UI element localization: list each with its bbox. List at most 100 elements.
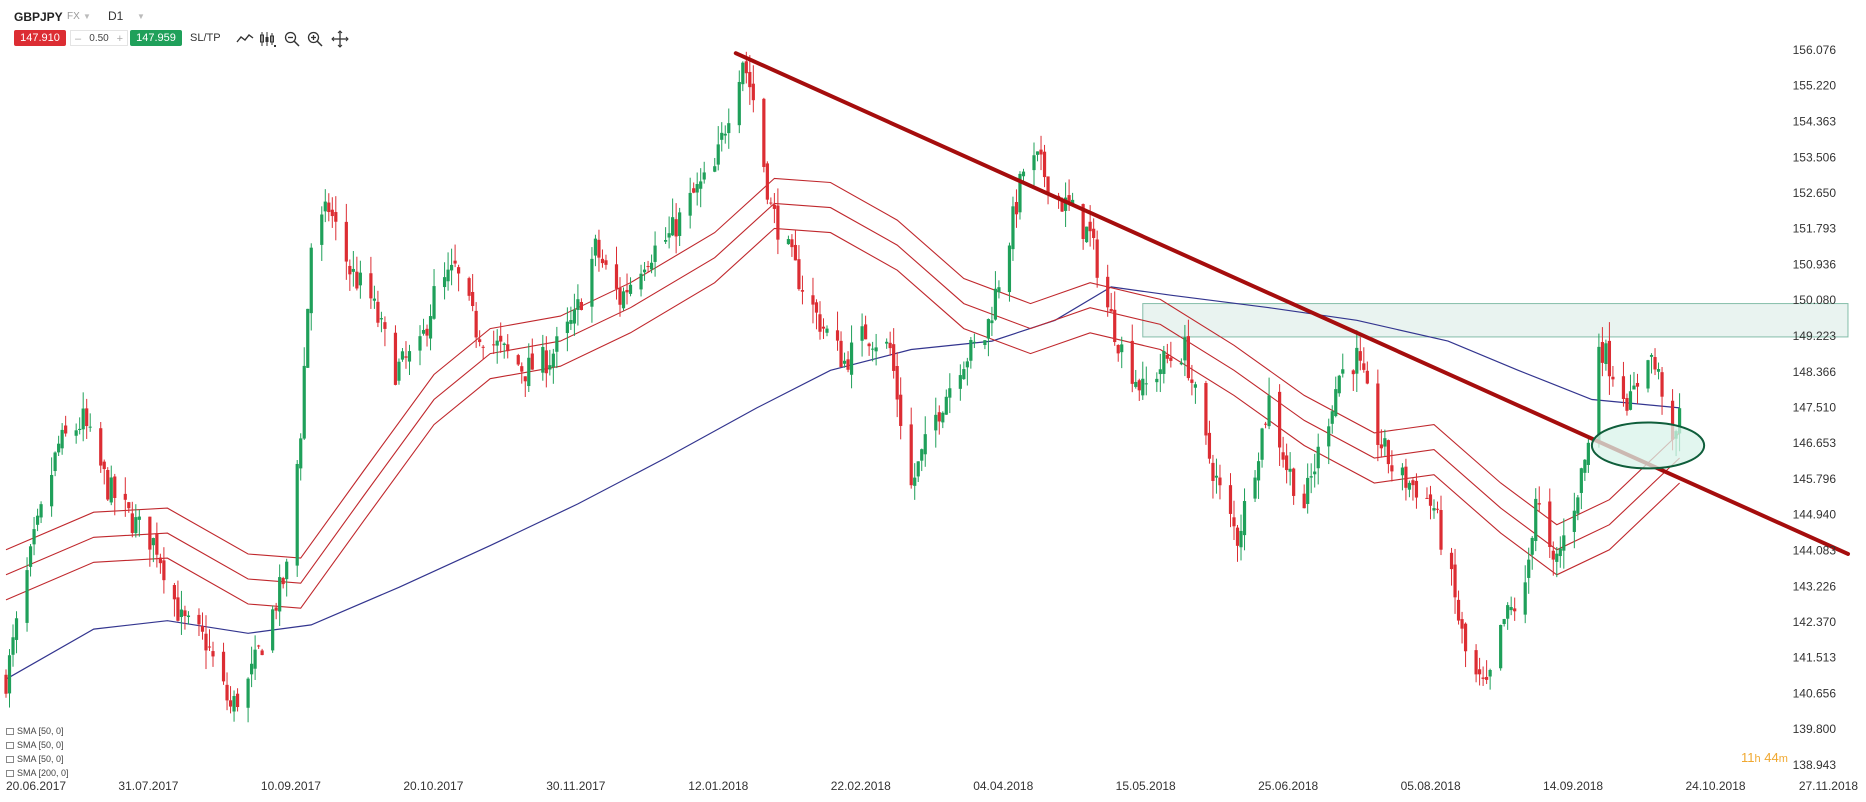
highlight-ellipse[interactable] — [1590, 421, 1706, 470]
candle-body[interactable] — [1313, 471, 1317, 475]
candle-body[interactable] — [1656, 369, 1661, 372]
candle-body[interactable] — [934, 414, 938, 431]
candle-body[interactable] — [162, 560, 166, 581]
zoom-in-icon[interactable] — [306, 30, 324, 48]
candle-body[interactable] — [1481, 677, 1485, 679]
candle-body[interactable] — [1071, 199, 1075, 206]
candle-body[interactable] — [744, 61, 748, 74]
candle-body[interactable] — [1677, 408, 1682, 434]
candle-body[interactable] — [962, 369, 966, 380]
candle-body[interactable] — [1183, 337, 1187, 361]
candle-body[interactable] — [1555, 553, 1559, 562]
candle-body[interactable] — [418, 336, 422, 351]
candle-body[interactable] — [1327, 426, 1331, 447]
candle-body[interactable] — [1021, 171, 1026, 177]
candle-body[interactable] — [1502, 619, 1506, 624]
candle-body[interactable] — [993, 288, 998, 320]
candle-body[interactable] — [751, 83, 755, 101]
candle-body[interactable] — [99, 428, 103, 466]
candle-body[interactable] — [506, 344, 510, 352]
candle-body[interactable] — [1537, 503, 1541, 505]
candle-body[interactable] — [835, 330, 840, 341]
candle-body[interactable] — [393, 332, 398, 385]
candle-body[interactable] — [1281, 452, 1285, 460]
candle-body[interactable] — [442, 277, 447, 288]
candle-body[interactable] — [257, 645, 261, 647]
candle-body[interactable] — [1218, 477, 1222, 486]
candle-body[interactable] — [628, 284, 633, 294]
candle-body[interactable] — [200, 626, 205, 632]
candle-body[interactable] — [874, 347, 878, 352]
candle-body[interactable] — [888, 342, 892, 349]
candle-body[interactable] — [232, 696, 236, 712]
candle-body[interactable] — [516, 355, 520, 365]
candle-body[interactable] — [520, 366, 524, 372]
candle-body[interactable] — [446, 269, 450, 282]
candle-body[interactable] — [1379, 444, 1383, 449]
candle-body[interactable] — [821, 326, 826, 329]
candle-body[interactable] — [102, 461, 106, 470]
candle-body[interactable] — [78, 428, 82, 430]
candle-body[interactable] — [649, 262, 654, 270]
candle-body[interactable] — [523, 376, 527, 382]
candle-body[interactable] — [407, 351, 412, 362]
candle-body[interactable] — [639, 273, 643, 290]
candle-body[interactable] — [376, 301, 380, 323]
lot-size-stepper[interactable]: – 0.50 + — [70, 30, 128, 46]
candle-body[interactable] — [600, 258, 605, 264]
candle-body[interactable] — [478, 339, 482, 343]
candle-body[interactable] — [134, 517, 138, 534]
candle-body[interactable] — [1432, 508, 1436, 511]
candle-body[interactable] — [1527, 559, 1531, 578]
candle-body[interactable] — [1485, 676, 1489, 680]
candle-body[interactable] — [569, 320, 573, 324]
candle-body[interactable] — [172, 585, 177, 600]
candle-body[interactable] — [797, 259, 801, 290]
candle-body[interactable] — [130, 513, 134, 533]
candle-body[interactable] — [1330, 411, 1334, 424]
candle-body[interactable] — [548, 365, 552, 370]
candle-body[interactable] — [1081, 204, 1085, 239]
candle-body[interactable] — [899, 394, 903, 426]
candle-body[interactable] — [1190, 379, 1194, 383]
candle-body[interactable] — [800, 290, 805, 292]
candle-body[interactable] — [285, 561, 289, 580]
candle-body[interactable] — [1534, 498, 1538, 542]
indicator-settings-icon[interactable] — [6, 742, 14, 750]
candle-body[interactable] — [916, 461, 920, 477]
candle-body[interactable] — [937, 412, 941, 422]
candle-body[interactable] — [618, 287, 622, 305]
candle-body[interactable] — [221, 651, 226, 682]
candle-body[interactable] — [1032, 155, 1036, 171]
crosshair-icon[interactable] — [331, 30, 349, 48]
candle-body[interactable] — [299, 438, 303, 469]
candle-body[interactable] — [1414, 480, 1419, 498]
candle-body[interactable] — [1085, 226, 1089, 243]
candle-body[interactable] — [1355, 347, 1359, 374]
sell-button[interactable]: 147.910 — [14, 30, 66, 46]
candle-body[interactable] — [551, 353, 555, 368]
candle-body[interactable] — [1018, 173, 1022, 213]
candle-body[interactable] — [1256, 461, 1261, 481]
candle-body[interactable] — [765, 163, 769, 200]
candle-body[interactable] — [404, 356, 408, 358]
candle-body[interactable] — [1260, 428, 1264, 460]
candle-body[interactable] — [344, 221, 348, 262]
candle-body[interactable] — [892, 344, 896, 371]
candle-body[interactable] — [579, 302, 584, 310]
candle-body[interactable] — [183, 610, 187, 616]
candle-body[interactable] — [74, 430, 78, 436]
candle-body[interactable] — [32, 529, 36, 545]
candle-body[interactable] — [965, 361, 969, 368]
candle-body[interactable] — [1523, 582, 1527, 615]
candle-body[interactable] — [1456, 599, 1461, 621]
candle-body[interactable] — [432, 286, 436, 319]
candle-body[interactable] — [4, 674, 8, 694]
candle-body[interactable] — [625, 289, 629, 293]
candle-body[interactable] — [555, 336, 559, 352]
candle-body[interactable] — [158, 557, 162, 564]
candle-body[interactable] — [1400, 467, 1405, 476]
candle-body[interactable] — [1351, 370, 1355, 375]
candle-body[interactable] — [572, 309, 576, 324]
candle-body[interactable] — [748, 71, 752, 88]
